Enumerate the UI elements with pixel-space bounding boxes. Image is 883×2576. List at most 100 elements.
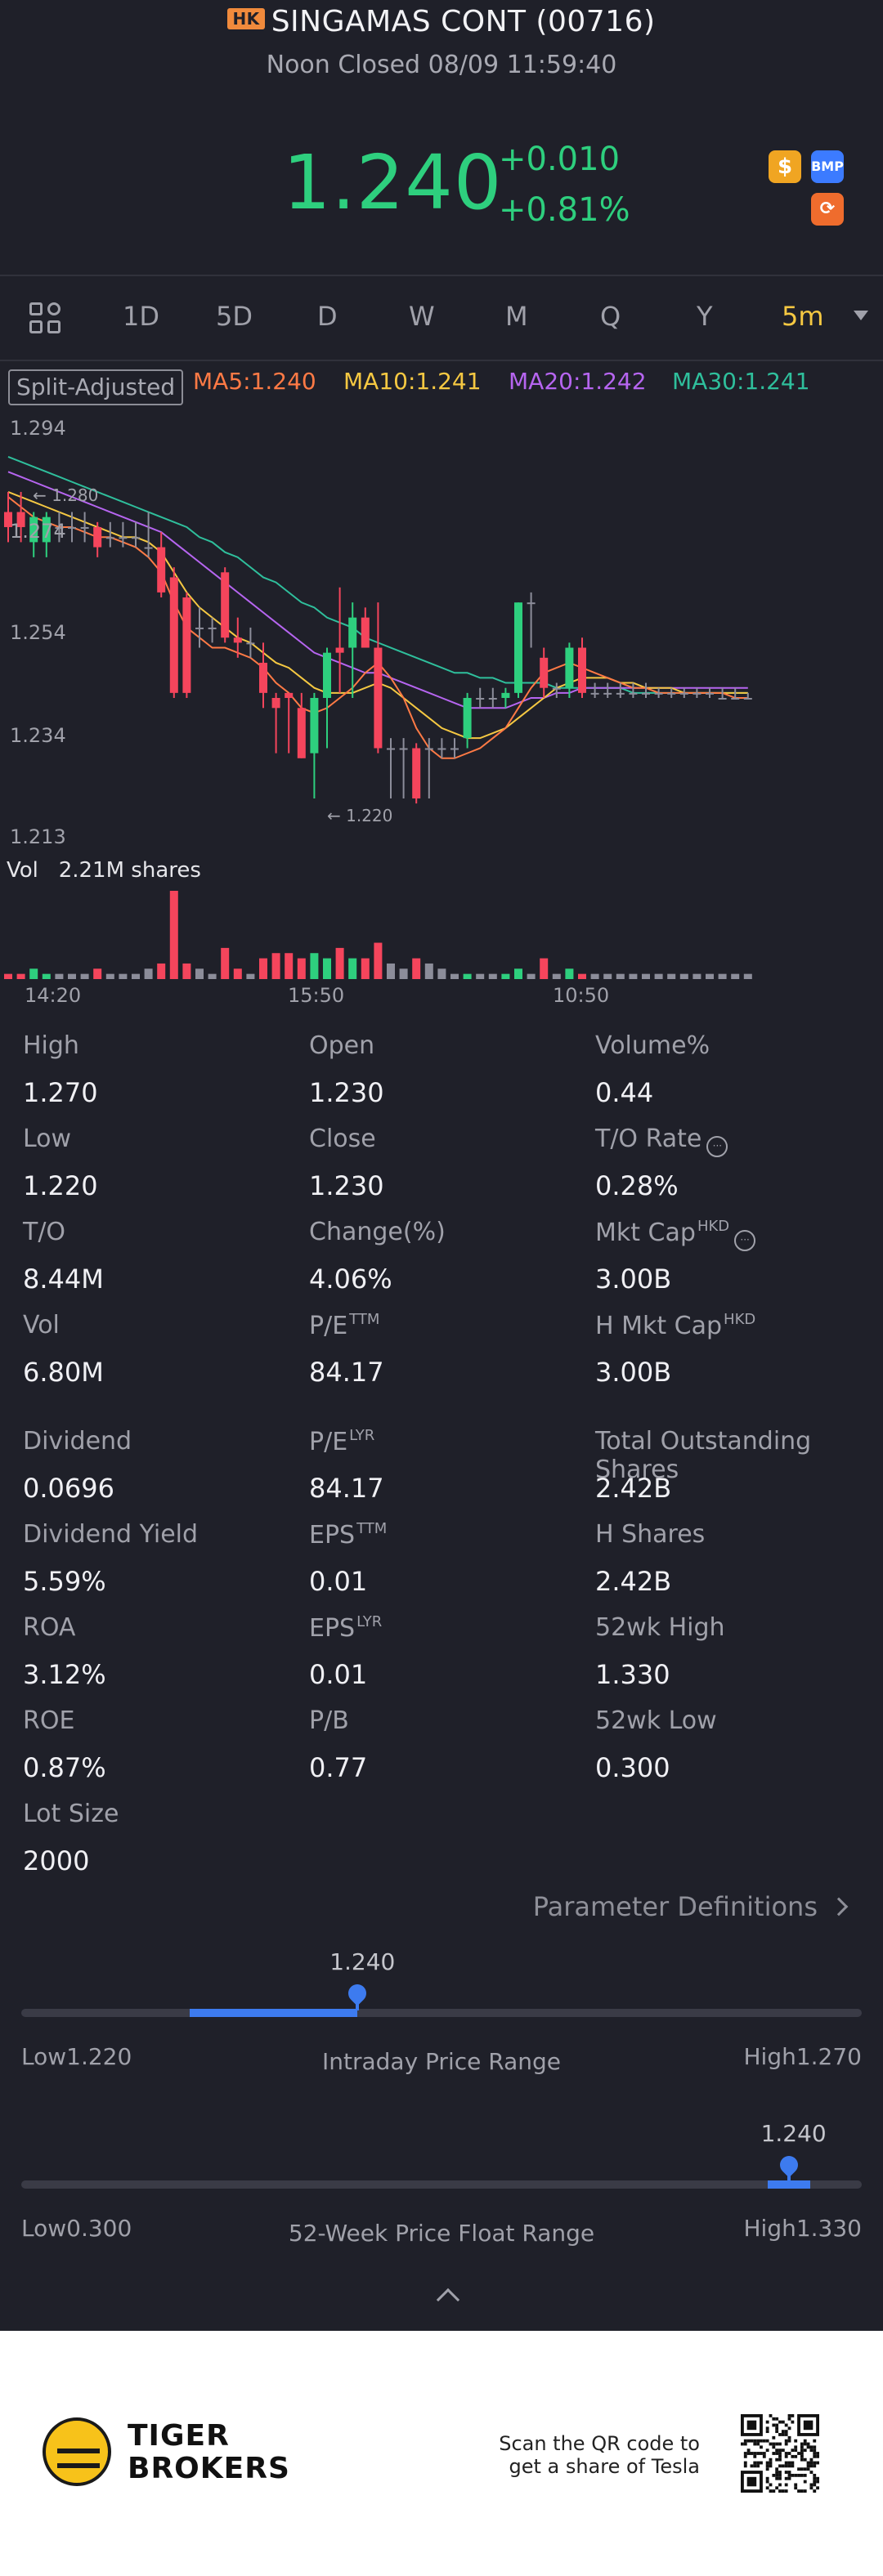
brand-name-line1: TIGER: [128, 2419, 230, 2453]
x-tick: 15:50: [288, 984, 345, 1007]
candle-body: [80, 526, 89, 529]
volume-bar: [552, 973, 561, 979]
volume-bar: [718, 973, 727, 979]
total-shares-value: 2.42B: [595, 1473, 672, 1504]
candle-body: [285, 692, 294, 698]
pe-ttm-label: P/E TTM: [309, 1311, 379, 1340]
candle-body: [271, 698, 280, 709]
volume-bar: [246, 973, 255, 979]
mkt-cap-currency: HKD: [697, 1218, 730, 1235]
candle-body: [476, 698, 485, 700]
qr-code-icon[interactable]: [741, 2414, 819, 2493]
dollar-icon[interactable]: $: [769, 150, 801, 183]
last-price: 1.240: [283, 139, 503, 226]
intraday-low: Low1.220: [21, 2043, 132, 2070]
split-adjusted-button[interactable]: Split-Adjusted: [8, 369, 184, 405]
candle-body: [565, 647, 574, 688]
ma20-label: MA20:1.242: [509, 368, 647, 395]
candle-body: [629, 692, 638, 695]
to-label: T/O: [23, 1218, 66, 1246]
divider: [0, 360, 883, 361]
low-marker-value: 1.220: [346, 806, 393, 825]
candle-body: [208, 627, 217, 629]
candlestick-chart[interactable]: [0, 409, 883, 981]
candle-body: [119, 537, 128, 539]
tab-1d[interactable]: 1D: [123, 301, 159, 332]
volume-pct-value: 0.44: [595, 1077, 654, 1108]
candle-body: [731, 698, 740, 700]
candle-body: [361, 617, 370, 648]
volume-bar: [578, 973, 586, 979]
candle-body: [437, 748, 446, 750]
candle-body: [718, 698, 727, 700]
close-label: Close: [309, 1125, 376, 1153]
volume-bar: [412, 958, 421, 979]
52wk-range-title: 52-Week Price Float Range: [288, 2220, 595, 2247]
roa-value: 3.12%: [23, 1659, 106, 1690]
candle-body: [667, 692, 676, 695]
layout-grid-icon[interactable]: [29, 302, 62, 335]
52wk-high: High1.330: [743, 2215, 862, 2242]
volume-bar: [540, 958, 549, 979]
vol-value: 6.80M: [23, 1357, 104, 1388]
roa-label: ROA: [23, 1613, 76, 1642]
open-value: 1.230: [309, 1077, 384, 1108]
caret-down-icon[interactable]: [854, 311, 868, 320]
volume-bar: [437, 968, 446, 979]
dividend-label: Dividend: [23, 1427, 132, 1456]
volume-bar: [323, 958, 331, 979]
tiger-logo-icon: [43, 2417, 111, 2486]
volume-bar: [105, 973, 114, 979]
tab-5d[interactable]: 5D: [216, 301, 253, 332]
pe-lyr-label: P/E LYR: [309, 1427, 374, 1456]
dividend-value: 0.0696: [23, 1473, 114, 1504]
tab-week[interactable]: W: [409, 301, 435, 332]
tab-month[interactable]: M: [505, 301, 528, 332]
pe-ttm-value: 84.17: [309, 1357, 384, 1388]
chevron-right-icon: [829, 1897, 849, 1916]
52wk-current-value: 1.240: [760, 2120, 827, 2147]
52wk-low-label: 52wk Low: [595, 1706, 717, 1735]
intraday-high: High1.270: [743, 2043, 862, 2070]
y-tick: 1.213: [10, 825, 66, 848]
volume-bar: [169, 891, 178, 979]
candle-body: [514, 602, 522, 693]
volume-bar: [616, 973, 625, 979]
candle-body: [105, 537, 114, 539]
info-icon[interactable]: ···: [706, 1136, 728, 1157]
candle-body: [157, 547, 166, 593]
candle-body: [16, 512, 25, 527]
pe-lyr-sup: LYR: [349, 1427, 375, 1444]
candle-body: [221, 572, 230, 638]
candle-body: [616, 692, 625, 695]
vol-value: 2.21M shares: [58, 858, 201, 883]
parameter-definitions-link[interactable]: Parameter Definitions: [533, 1891, 849, 1922]
refresh-icon[interactable]: ⟳: [811, 193, 844, 226]
tab-quarter[interactable]: Q: [600, 301, 621, 332]
eps-ttm-label: EPS TTM: [309, 1520, 387, 1550]
info-icon[interactable]: ···: [734, 1230, 756, 1251]
volume-bar: [157, 963, 166, 979]
candle-body: [679, 692, 688, 695]
chevron-up-icon[interactable]: [436, 2288, 460, 2312]
qr-caption-line2: get a share of Tesla: [509, 2455, 700, 2478]
volume-bar: [182, 963, 191, 979]
high-marker-value: 1.280: [52, 485, 99, 505]
pb-label: P/B: [309, 1706, 349, 1735]
eps-lyr-text: EPS: [309, 1614, 356, 1643]
tab-5m[interactable]: 5m: [782, 301, 824, 332]
low-label: Low: [23, 1125, 72, 1153]
tab-year[interactable]: Y: [697, 301, 713, 332]
volume-bar: [285, 953, 294, 979]
tab-day[interactable]: D: [317, 301, 338, 332]
y-tick: 1.274: [10, 520, 66, 543]
bmp-icon[interactable]: BMP: [811, 150, 844, 183]
candle-body: [488, 698, 497, 700]
volume-bar: [642, 973, 650, 979]
volume-bar: [527, 973, 536, 979]
total-shares-label: Total Outstanding Shares: [595, 1427, 812, 1484]
volume-bar: [387, 963, 395, 979]
52wk-low: Low0.300: [21, 2215, 132, 2242]
pe-lyr-value: 84.17: [309, 1473, 384, 1504]
volume-bar: [68, 973, 76, 979]
